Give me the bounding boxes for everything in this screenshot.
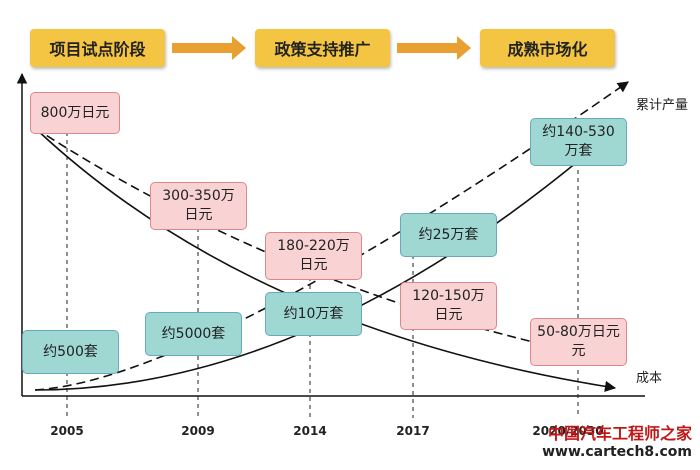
box-text: 日元: [184, 207, 213, 223]
year: 2020/2030: [532, 424, 604, 438]
box-text: 800万日元: [40, 104, 110, 121]
volume-box: 约25万套: [400, 213, 497, 257]
year: 2017: [396, 424, 430, 438]
volume-box: 约10万套: [265, 292, 362, 336]
volume-box: 约5000套: [145, 312, 242, 356]
cost-box: 180-220万 日元: [265, 232, 362, 280]
axis-label: 累计产量: [636, 98, 689, 113]
box-text: 300-350万: [162, 188, 235, 204]
volume-box: 约500套: [22, 330, 119, 374]
cost-box: 50-80万日元元: [530, 318, 627, 366]
stage: 项目试点阶段: [30, 29, 165, 67]
year: 2005: [50, 424, 84, 438]
box-text: 元: [571, 343, 586, 359]
axis-label: 成本: [636, 371, 663, 386]
stage: 成熟市场化: [480, 29, 615, 67]
box-text: 120-150万: [412, 288, 485, 304]
box-text: 约500套: [43, 343, 98, 360]
box-text: 50-80万日元: [537, 324, 620, 340]
box-text: 约10万套: [283, 305, 344, 322]
volume-box: 约140-530 万套: [530, 118, 627, 166]
box-text: 约5000套: [161, 325, 226, 342]
watermark-url: www.cartech8.com: [542, 444, 692, 460]
box-text: 约140-530: [542, 124, 615, 140]
year: 2014: [293, 424, 327, 438]
box-text: 日元: [434, 307, 463, 323]
watermark: 中国汽车工程师之家: [547, 424, 692, 443]
box-text: 约25万套: [418, 226, 479, 243]
cost-box: 120-150万 日元: [400, 282, 497, 330]
box-text: 万套: [564, 143, 593, 159]
box-text: 日元: [299, 257, 328, 273]
stage: 政策支持推广: [255, 29, 390, 67]
stage-arrows: [172, 36, 471, 60]
cost-box: 300-350万 日元: [150, 182, 247, 230]
box-text: 180-220万: [277, 238, 350, 254]
year: 2009: [181, 424, 215, 438]
cost-box: 800万日元: [30, 92, 120, 134]
